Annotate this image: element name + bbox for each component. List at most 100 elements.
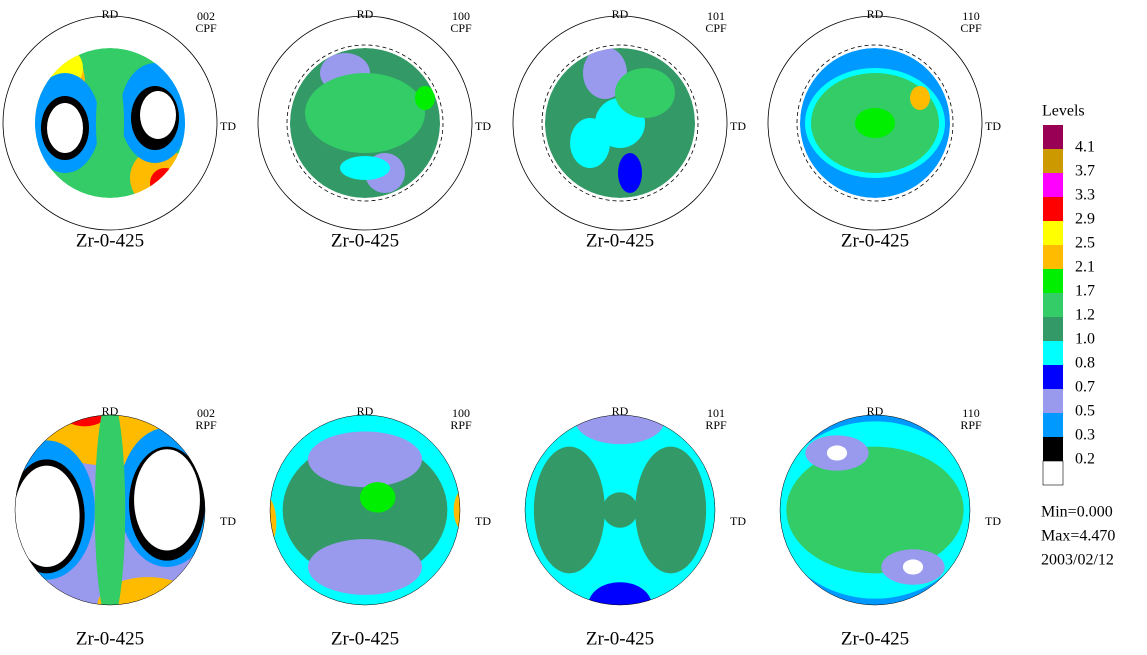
legend-max: Max=4.470 bbox=[1041, 528, 1115, 545]
contour bbox=[399, 594, 420, 605]
plane-label: 100 bbox=[452, 9, 470, 23]
outer-circle bbox=[2, 15, 218, 231]
legend-level: 0.8 bbox=[1075, 355, 1095, 372]
plane-label: 110 bbox=[962, 406, 980, 420]
contour bbox=[47, 103, 83, 153]
contour bbox=[270, 494, 277, 551]
rd-label: RD bbox=[357, 7, 374, 21]
contours bbox=[35, 48, 185, 198]
dashed-circle bbox=[541, 44, 699, 202]
contours bbox=[270, 395, 460, 605]
legend: Levels 4.1 3.7 3.3 2.9 2.5 2.1 1.7 1.2 1.0 0.8 0.7 0… bbox=[1041, 103, 1115, 569]
kind-label: CPF bbox=[705, 21, 727, 35]
plane-label: 101 bbox=[707, 406, 725, 420]
legend-level: 2.1 bbox=[1075, 259, 1095, 276]
rd-label: RD bbox=[867, 404, 884, 418]
legend-swatch bbox=[1043, 389, 1063, 413]
legend-level: 0.5 bbox=[1075, 403, 1095, 420]
contour bbox=[96, 63, 124, 183]
contour bbox=[615, 68, 675, 118]
contour bbox=[340, 156, 390, 180]
plane-label: 101 bbox=[707, 9, 725, 23]
contour bbox=[635, 446, 707, 574]
dashed-circle bbox=[796, 44, 954, 202]
legend-level: 0.2 bbox=[1075, 451, 1095, 468]
outer-circle bbox=[257, 15, 473, 231]
dashed-circle bbox=[286, 44, 444, 202]
contour bbox=[330, 395, 350, 410]
contour bbox=[588, 582, 652, 605]
contour bbox=[602, 492, 638, 528]
panel-label: Zr-0-425 bbox=[331, 230, 399, 251]
legend-level: 3.7 bbox=[1075, 163, 1095, 180]
legend-level: 4.1 bbox=[1075, 139, 1095, 156]
legend-swatch bbox=[1043, 245, 1063, 269]
legend-swatch bbox=[1043, 221, 1063, 245]
contour bbox=[826, 445, 848, 461]
rd-label: RD bbox=[102, 404, 119, 418]
legend-swatch bbox=[1043, 317, 1063, 341]
legend-swatch bbox=[1042, 460, 1064, 486]
contour bbox=[970, 472, 995, 548]
td-label: TD bbox=[475, 514, 491, 528]
legend-swatch bbox=[1043, 413, 1063, 437]
contour bbox=[359, 482, 396, 513]
rd-label: RD bbox=[867, 7, 884, 21]
legend-level: 0.7 bbox=[1075, 379, 1095, 396]
plane-label: 110 bbox=[962, 9, 980, 23]
outline bbox=[14, 414, 206, 606]
rd-label: RD bbox=[102, 7, 119, 21]
contour bbox=[583, 48, 627, 99]
legend-level: 1.0 bbox=[1075, 331, 1095, 348]
contours bbox=[15, 415, 205, 605]
outline bbox=[524, 414, 716, 606]
contour bbox=[140, 91, 176, 139]
panel-label: Zr-0-425 bbox=[841, 230, 909, 251]
rd-label: RD bbox=[612, 404, 629, 418]
contour bbox=[94, 415, 126, 605]
contours bbox=[800, 48, 950, 198]
legend-swatch bbox=[1043, 341, 1063, 365]
panel-label: Zr-0-425 bbox=[586, 628, 654, 649]
panel-label: Zr-0-425 bbox=[331, 628, 399, 649]
contour bbox=[15, 465, 80, 567]
contour bbox=[910, 86, 930, 110]
plane-label: 002 bbox=[197, 9, 215, 23]
legend-level: 3.3 bbox=[1075, 187, 1095, 204]
contour bbox=[150, 168, 180, 198]
rd-label: RD bbox=[357, 404, 374, 418]
td-label: TD bbox=[985, 514, 1001, 528]
legend-level: 1.7 bbox=[1075, 283, 1095, 300]
legend-swatch bbox=[1043, 149, 1063, 173]
td-label: TD bbox=[730, 514, 746, 528]
kind-label: RPF bbox=[705, 418, 727, 432]
legend-swatch bbox=[1043, 293, 1063, 317]
contours bbox=[545, 48, 695, 198]
legend-level: 2.9 bbox=[1075, 211, 1095, 228]
contour bbox=[453, 489, 460, 531]
td-label: TD bbox=[730, 119, 746, 133]
panel-label: Zr-0-425 bbox=[586, 230, 654, 251]
legend-title: Levels bbox=[1042, 103, 1085, 120]
kind-label: CPF bbox=[450, 21, 472, 35]
legend-level: 0.3 bbox=[1075, 427, 1095, 444]
legend-date: 2003/02/12 bbox=[1041, 552, 1114, 569]
kind-label: CPF bbox=[195, 21, 217, 35]
kind-label: RPF bbox=[450, 418, 472, 432]
legend-swatch bbox=[1043, 365, 1063, 389]
legend-min: Min=0.000 bbox=[1041, 504, 1113, 521]
plane-label: 100 bbox=[452, 406, 470, 420]
panel-label: Zr-0-425 bbox=[841, 628, 909, 649]
panel-label: Zr-0-425 bbox=[76, 628, 144, 649]
outer-circle bbox=[767, 15, 983, 231]
contour bbox=[134, 449, 200, 551]
outline bbox=[779, 414, 971, 606]
contour bbox=[855, 108, 895, 138]
